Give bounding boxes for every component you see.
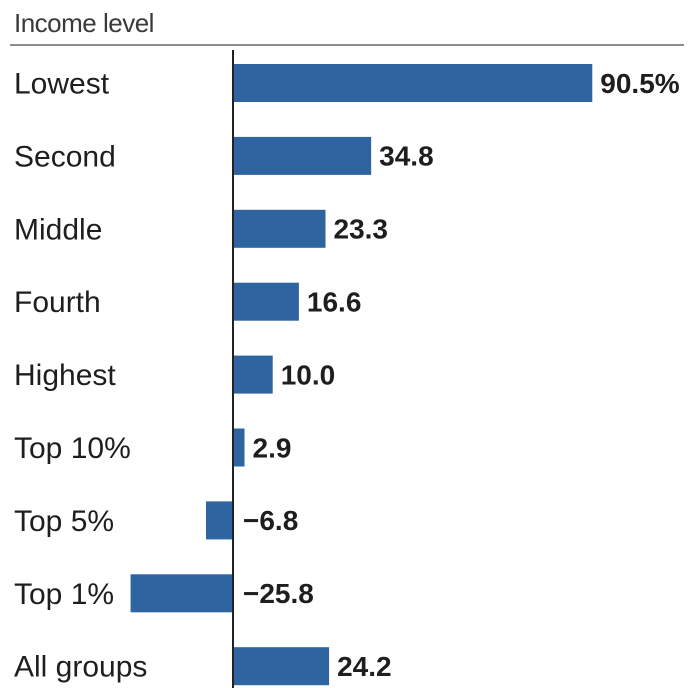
category-label: Fourth bbox=[14, 286, 101, 319]
category-label: Top 1% bbox=[14, 578, 114, 611]
bar bbox=[233, 136, 372, 175]
bar bbox=[233, 64, 593, 102]
value-label: 24.2 bbox=[337, 651, 392, 682]
category-label: Second bbox=[14, 140, 116, 173]
value-label: −25.8 bbox=[243, 578, 314, 609]
bar bbox=[233, 428, 245, 467]
value-label: 2.9 bbox=[253, 432, 292, 463]
bar bbox=[233, 647, 330, 686]
bar bbox=[206, 501, 233, 540]
value-label: 90.5% bbox=[600, 68, 679, 99]
value-label: 23.3 bbox=[334, 214, 389, 245]
header-divider bbox=[10, 44, 684, 46]
chart-header: Income level bbox=[14, 8, 154, 38]
category-label: Top 5% bbox=[14, 505, 114, 538]
category-label: Highest bbox=[14, 359, 116, 392]
category-label: Middle bbox=[14, 213, 102, 246]
bar bbox=[233, 355, 273, 394]
value-label: 10.0 bbox=[281, 359, 336, 390]
category-label: Top 10% bbox=[14, 432, 131, 465]
bar bbox=[233, 209, 326, 248]
value-label: 34.8 bbox=[379, 141, 434, 172]
bar bbox=[233, 282, 299, 321]
category-label: Lowest bbox=[14, 68, 110, 101]
value-label: 16.6 bbox=[307, 287, 362, 318]
bar bbox=[130, 574, 233, 613]
value-label: −6.8 bbox=[243, 505, 298, 536]
category-label: All groups bbox=[14, 651, 147, 684]
